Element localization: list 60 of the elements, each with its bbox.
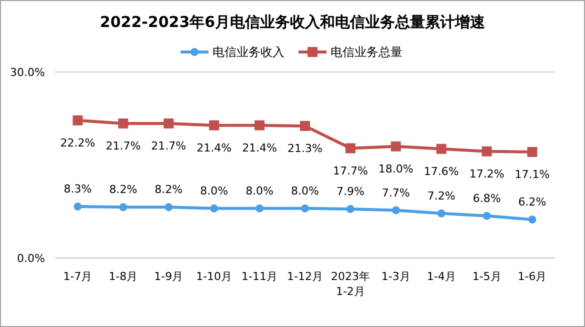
x-tick-label: 1-3月 [381,270,410,283]
point [528,216,536,224]
data-label: 21.3% [288,142,322,155]
data-label: 17.1% [514,168,550,181]
data-label: 7.9% [336,185,364,198]
point [390,141,401,152]
data-label: 22.2% [60,136,96,150]
y-tick-label: 0.0% [17,252,45,265]
point [392,206,400,214]
x-tick-label: 1-11月 [242,270,278,283]
point [209,120,220,130]
x-tick-label: 2023年1-2月 [330,270,370,298]
data-label: 21.7% [151,139,186,152]
x-tick-label: 1-7月 [63,270,92,283]
data-label: 6.8% [472,192,501,205]
data-label: 18.0% [378,162,414,176]
data-label: 6.2% [518,196,546,209]
x-tick-label: 1-8月 [108,270,138,283]
data-label: 17.2% [469,167,504,180]
data-label: 21.7% [106,139,141,152]
data-label: 7.2% [427,189,456,202]
data-label: 17.6% [424,164,459,178]
point [164,118,174,128]
data-label: 8.0% [200,184,228,198]
chart-title: 2022-2023年6月电信业务收入和电信业务总量累计增速 [100,13,486,31]
x-tick-label: 1-9月 [154,270,184,283]
point [482,146,492,156]
point [300,120,310,131]
x-tick-label: 1-12月 [287,270,323,283]
point [74,202,82,211]
data-label: 8.3% [64,182,92,196]
data-label: 7.7% [382,186,410,200]
data-label: 21.4% [196,141,232,154]
point [210,204,218,212]
point [346,205,354,214]
point [527,146,538,157]
legend-label: 电信业务总量 [330,45,402,59]
point [437,209,446,218]
x-tick-label: 1-4月 [426,270,456,283]
point [345,143,356,154]
point [256,204,264,212]
data-label: 8.0% [246,184,274,198]
y-tick-label: 30.0% [10,66,45,79]
data-label: 17.7% [332,164,368,178]
point [254,120,265,130]
data-label: 8.2% [154,183,183,196]
point [119,203,128,212]
point [436,144,446,154]
legend-label: 电信业务收入 [212,45,284,59]
data-label: 21.4% [242,141,278,154]
data-label: 8.0% [291,184,319,198]
point [118,118,128,128]
x-tick-label: 1-5月 [472,270,502,283]
point [301,204,309,212]
point [164,203,173,212]
x-tick-label: 1-10月 [196,270,232,283]
x-tick-label: 1-6月 [518,270,547,283]
point [482,212,491,220]
data-label: 8.2% [109,183,138,196]
point [72,115,83,126]
